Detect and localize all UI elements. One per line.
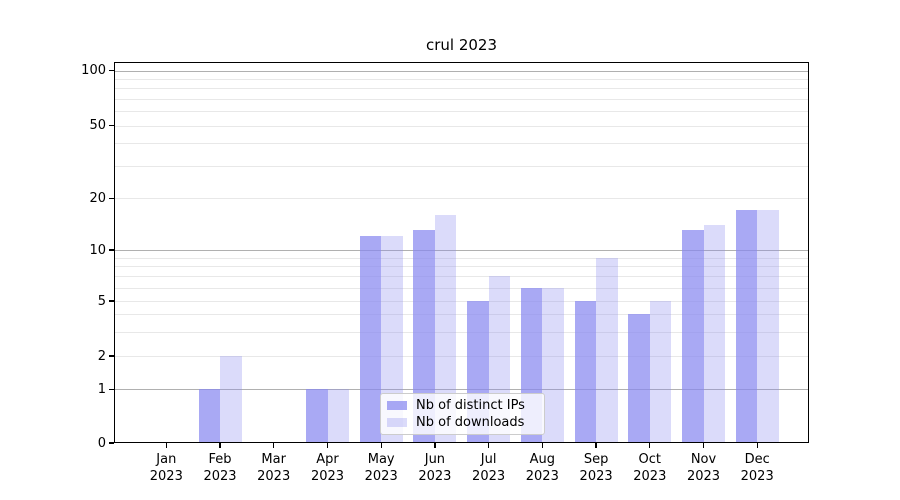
gridline-major — [115, 70, 808, 72]
bar-downloads-aug — [542, 287, 564, 443]
gridline-minor — [115, 287, 808, 289]
bar-downloads-feb — [220, 356, 242, 443]
gridline-minor — [115, 88, 808, 90]
gridline-minor — [115, 331, 808, 333]
bar-distinct-ips-oct — [628, 314, 650, 443]
x-tick-label: Sep 2023 — [579, 452, 613, 484]
x-tick-label: Oct 2023 — [633, 452, 667, 484]
x-tick-mark — [434, 443, 436, 448]
gridline-minor — [115, 143, 808, 145]
bar-downloads-apr — [327, 389, 349, 443]
gridline-minor — [115, 198, 808, 200]
legend-swatch-distinct-ips — [387, 401, 407, 410]
gridline-minor — [115, 257, 808, 259]
bar-distinct-ips-sep — [574, 301, 597, 443]
legend-row: Nb of downloads — [387, 415, 544, 430]
x-tick-mark — [380, 443, 382, 448]
x-tick-mark — [541, 443, 543, 448]
bar-distinct-ips-jun — [413, 230, 435, 443]
y-tick-mark — [109, 355, 114, 357]
y-tick-mark — [109, 300, 114, 302]
gridline-minor — [115, 125, 808, 127]
x-tick-label: May 2023 — [364, 452, 398, 484]
x-tick-mark — [702, 443, 705, 448]
gridline-minor — [115, 78, 808, 80]
x-tick-mark — [273, 443, 275, 448]
x-tick-label: Dec 2023 — [740, 452, 774, 484]
x-tick-label: Feb 2023 — [203, 452, 237, 484]
bar-downloads-sep — [596, 257, 618, 443]
gridline-minor — [115, 301, 808, 302]
legend: Nb of distinct IPs Nb of downloads — [380, 393, 545, 435]
x-tick-label: Aug 2023 — [525, 452, 559, 484]
x-tick-mark — [649, 443, 651, 448]
y-tick-label: 10 — [89, 242, 106, 258]
y-tick-mark — [109, 388, 114, 390]
y-tick-label: 50 — [89, 118, 106, 134]
gridline-minor — [115, 314, 808, 316]
bar-distinct-ips-nov — [682, 230, 704, 443]
bar-distinct-ips-may — [359, 236, 382, 443]
y-tick-mark — [109, 125, 114, 127]
bar-distinct-ips-feb — [198, 389, 220, 443]
x-tick-mark — [756, 443, 758, 448]
legend-swatch-downloads — [387, 418, 407, 427]
x-tick-label: Mar 2023 — [257, 452, 291, 484]
y-tick-label: 1 — [97, 381, 106, 397]
y-tick-mark — [109, 249, 114, 251]
y-tick-label: 20 — [89, 190, 106, 206]
plot-frame — [114, 62, 809, 443]
x-tick-mark — [326, 443, 329, 448]
y-tick-label: 2 — [97, 348, 106, 364]
bar-downloads-jun — [434, 214, 457, 443]
gridline-major — [115, 389, 808, 391]
bar-distinct-ips-apr — [306, 389, 328, 443]
gridline-minor — [115, 266, 808, 268]
x-tick-label: Jun 2023 — [418, 452, 452, 484]
x-tick-label: Apr 2023 — [310, 452, 345, 484]
y-tick-label: 100 — [81, 63, 106, 78]
gridline-major — [115, 250, 808, 251]
x-tick-mark — [595, 443, 597, 448]
gridline-minor — [115, 276, 808, 278]
x-tick-label: Nov 2023 — [686, 452, 721, 484]
x-tick-label: Jul 2023 — [472, 452, 506, 484]
legend-row: Nb of distinct IPs — [387, 398, 544, 413]
y-tick-mark — [109, 69, 114, 72]
y-tick-label: 5 — [97, 293, 106, 309]
legend-label-distinct-ips: Nb of distinct IPs — [416, 398, 525, 413]
bar-downloads-oct — [649, 301, 672, 443]
x-tick-label: Jan 2023 — [149, 452, 183, 484]
y-tick-label: 0 — [97, 435, 106, 451]
x-tick-mark — [165, 443, 167, 448]
y-tick-mark — [109, 197, 114, 199]
bar-distinct-ips-dec — [735, 210, 758, 443]
gridline-minor — [115, 98, 808, 100]
chart-title: crul 2023 — [425, 36, 498, 54]
x-tick-mark — [488, 443, 490, 448]
y-tick-mark — [109, 442, 114, 444]
bar-downloads-may — [381, 236, 403, 443]
gridline-minor — [115, 111, 808, 113]
bar-downloads-nov — [703, 224, 725, 443]
gridline-minor — [115, 356, 808, 357]
gridline-minor — [115, 166, 808, 168]
bar-downloads-dec — [757, 210, 779, 443]
legend-label-downloads: Nb of downloads — [416, 415, 525, 430]
x-tick-mark — [219, 443, 221, 448]
